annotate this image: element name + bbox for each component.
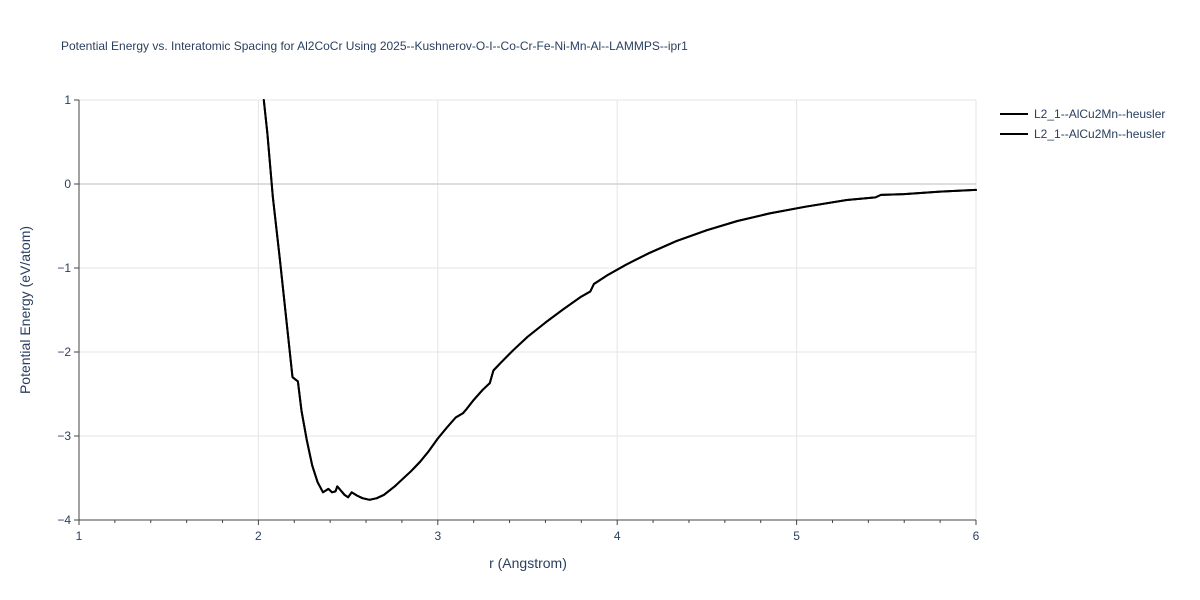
x-tick-label: 4 <box>614 529 621 543</box>
legend-label: L2_1--AlCu2Mn--heusler <box>1034 107 1165 121</box>
y-tick-label: −2 <box>57 345 71 359</box>
y-tick-label: −1 <box>57 261 71 275</box>
x-tick-label: 6 <box>973 529 980 543</box>
y-tick-label: 0 <box>64 177 71 191</box>
y-tick-label: −4 <box>57 513 71 527</box>
series-line[interactable] <box>262 99 977 501</box>
legend[interactable]: L2_1--AlCu2Mn--heusler L2_1--AlCu2Mn--heu… <box>1000 107 1165 141</box>
grid-layer <box>79 99 977 520</box>
chart-title: Potential Energy vs. Interatomic Spacing… <box>61 39 688 53</box>
series-layer[interactable] <box>262 99 977 501</box>
legend-label: L2_1--AlCu2Mn--heusler <box>1034 127 1165 141</box>
legend-item[interactable]: L2_1--AlCu2Mn--heusler <box>1000 127 1165 141</box>
x-tick-label: 5 <box>793 529 800 543</box>
x-tick-label: 3 <box>434 529 441 543</box>
y-tick-label: −3 <box>57 429 71 443</box>
x-axis-title: r (Angstrom) <box>489 555 567 571</box>
y-tick-label: 1 <box>64 93 71 107</box>
series-line[interactable] <box>262 99 977 501</box>
axis-layer: 1 2 3 4 5 6 1 0 −1 −2 −3 −4 <box>57 93 979 543</box>
y-axis-title: Potential Energy (eV/atom) <box>17 226 33 394</box>
x-tick-label: 2 <box>255 529 262 543</box>
legend-item[interactable]: L2_1--AlCu2Mn--heusler <box>1000 107 1165 121</box>
x-tick-label: 1 <box>76 529 83 543</box>
